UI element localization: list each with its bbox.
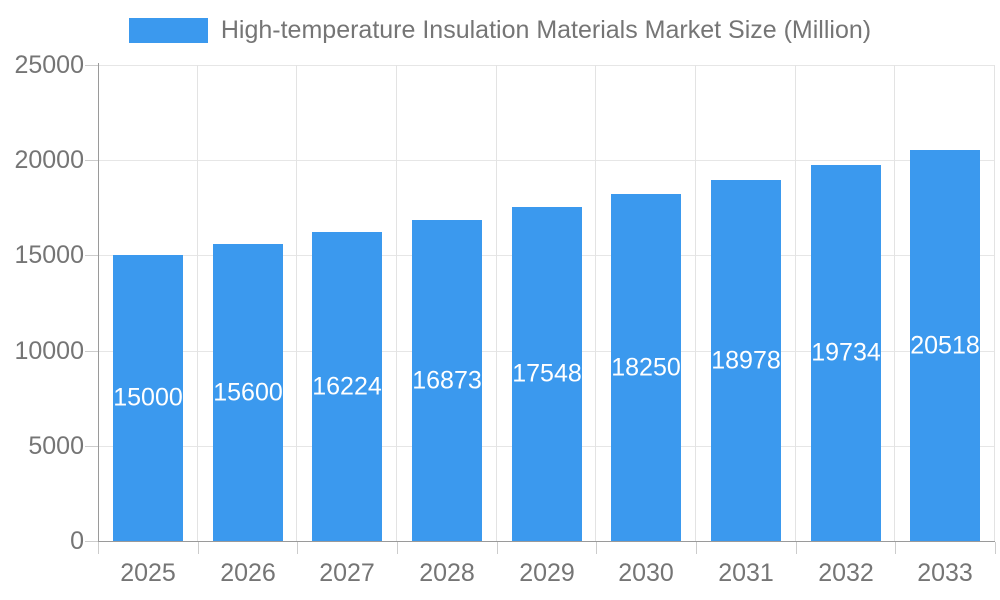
x-tick-label: 2025 xyxy=(120,559,176,587)
v-gridline xyxy=(595,65,596,541)
x-tick-label: 2031 xyxy=(718,559,774,587)
v-gridline xyxy=(894,65,895,541)
y-axis-tick xyxy=(85,255,98,256)
v-gridline xyxy=(496,65,497,541)
bar-2025: 15000 xyxy=(113,255,183,541)
x-axis-tick xyxy=(198,542,199,554)
bar-2029: 17548 xyxy=(512,207,582,541)
v-gridline xyxy=(396,65,397,541)
y-tick-label: 20000 xyxy=(14,146,84,174)
legend-swatch xyxy=(128,17,208,43)
bar-2031: 18978 xyxy=(711,180,781,541)
h-gridline xyxy=(98,160,995,162)
x-axis-tick xyxy=(995,542,996,554)
h-gridline xyxy=(98,65,995,66)
v-gridline xyxy=(296,65,297,541)
v-gridline xyxy=(795,65,796,541)
plot-area: 15000 15600 16224 16873 17548 18250 18978 19734… xyxy=(98,65,995,541)
y-axis-tick xyxy=(85,351,98,352)
x-axis-tick xyxy=(497,542,498,554)
v-gridline xyxy=(695,65,696,541)
y-axis-tick xyxy=(85,160,98,161)
bar-2032: 19734 xyxy=(811,165,881,541)
y-tick-label: 15000 xyxy=(14,241,84,269)
x-tick-label: 2033 xyxy=(917,559,973,587)
x-axis-tick xyxy=(895,542,896,554)
bar-value-label: 20518 xyxy=(910,331,980,359)
x-axis-tick xyxy=(696,542,697,554)
bar-value-label: 15000 xyxy=(113,383,183,412)
x-tick-label: 2032 xyxy=(818,559,874,587)
y-axis-tick xyxy=(85,541,98,542)
y-tick-label: 10000 xyxy=(14,337,84,365)
x-axis-line xyxy=(98,541,995,542)
bar-2030: 18250 xyxy=(611,194,681,541)
x-axis-tick xyxy=(796,542,797,554)
y-axis-tick xyxy=(85,446,98,447)
y-tick-label: 25000 xyxy=(14,51,84,79)
v-gridline xyxy=(994,65,995,541)
x-tick-label: 2026 xyxy=(220,559,276,587)
legend-label: High-temperature Insulation Materials Ma… xyxy=(220,16,872,44)
x-tick-label: 2030 xyxy=(618,559,674,587)
x-tick-label: 2028 xyxy=(419,559,475,587)
x-axis-tick xyxy=(98,542,99,554)
x-axis-tick xyxy=(397,542,398,554)
bar-value-label: 18250 xyxy=(611,353,681,381)
bar-2027: 16224 xyxy=(312,232,382,541)
bar-value-label: 16873 xyxy=(412,366,482,394)
legend: High-temperature Insulation Materials Ma… xyxy=(0,15,1000,45)
x-axis-tick xyxy=(297,542,298,554)
bar-value-label: 19734 xyxy=(811,338,881,367)
x-axis-tick xyxy=(596,542,597,554)
x-tick-label: 2029 xyxy=(519,559,575,587)
y-axis-tick xyxy=(85,65,98,66)
bar-value-label: 15600 xyxy=(213,378,283,406)
bar-2028: 16873 xyxy=(412,220,482,541)
bar-value-label: 18978 xyxy=(711,346,781,374)
bar-value-label: 16224 xyxy=(312,372,382,400)
y-axis-line xyxy=(98,63,99,553)
bar-2033: 20518 xyxy=(910,150,980,541)
y-tick-label: 0 xyxy=(70,527,84,555)
bar-value-label: 17548 xyxy=(512,359,582,388)
bar-2026: 15600 xyxy=(213,244,283,541)
x-tick-label: 2027 xyxy=(319,559,375,587)
v-gridline xyxy=(197,65,198,541)
y-tick-label: 5000 xyxy=(28,432,84,460)
